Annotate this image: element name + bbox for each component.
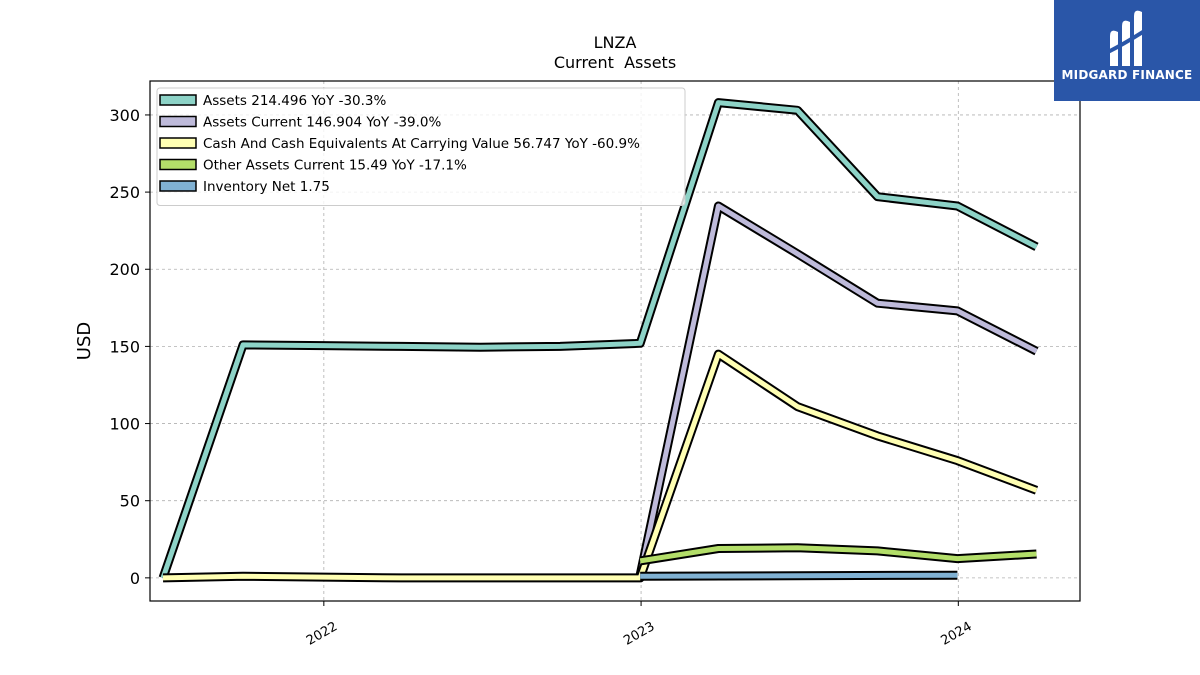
legend-swatch [159, 180, 197, 192]
y-tick-label: 100 [109, 415, 140, 434]
series-other-assets-current [639, 543, 1037, 566]
plot-area-frame [149, 80, 1081, 602]
legend-box [156, 87, 686, 206]
series-cash-and-cash-equivalents-at-carrying-value [162, 349, 1039, 583]
brand-logo: MIDGARD FINANCE [1054, 0, 1200, 101]
series-line [637, 203, 1038, 576]
series-line [640, 572, 958, 579]
legend: Assets 214.496 YoY -30.3% Assets Current … [156, 87, 686, 206]
legend-swatch [159, 158, 197, 171]
axis-ticks: 0 50 100 150 200 250 300 2022 2023 2024 [109, 106, 974, 649]
series-line-outline [162, 349, 1039, 583]
series-layer [158, 98, 1039, 583]
y-axis-label: USD [74, 322, 95, 360]
legend-swatch [159, 94, 197, 106]
legend-swatch [159, 137, 197, 149]
series-line-outline [635, 201, 1039, 576]
series-assets-current [635, 201, 1039, 576]
y-tick-label: 250 [109, 183, 140, 202]
legend-entry: Cash And Cash Equivalents At Carrying Va… [203, 136, 640, 152]
y-tick-label: 0 [130, 569, 140, 588]
y-tick-label: 200 [109, 260, 140, 279]
y-tick-label: 150 [109, 337, 140, 356]
series-assets [158, 98, 1039, 580]
legend-swatch [159, 115, 197, 128]
logo-mark-icon [1107, 10, 1148, 67]
y-tick-label: 50 [120, 492, 140, 511]
series-inventory-net [640, 570, 958, 581]
logo-text: MIDGARD FINANCE [1061, 68, 1193, 82]
x-tick-label: 2022 [304, 619, 340, 649]
series-line [639, 545, 1037, 564]
y-tick-label: 300 [109, 106, 140, 125]
series-line [160, 100, 1038, 579]
legend-entry: Assets 214.496 YoY -30.3% [203, 93, 387, 109]
chart-subtitle: Current Assets [554, 53, 676, 72]
legend-entry: Other Assets Current 15.49 YoY -17.1% [203, 158, 467, 174]
series-line [162, 351, 1038, 581]
x-tick-label: 2024 [938, 619, 974, 649]
x-tick-label: 2023 [621, 619, 657, 649]
chart-title: LNZA [594, 33, 637, 52]
legend-entry: Inventory Net 1.75 [203, 179, 330, 195]
legend-entry: Assets Current 146.904 YoY -39.0% [203, 115, 442, 131]
